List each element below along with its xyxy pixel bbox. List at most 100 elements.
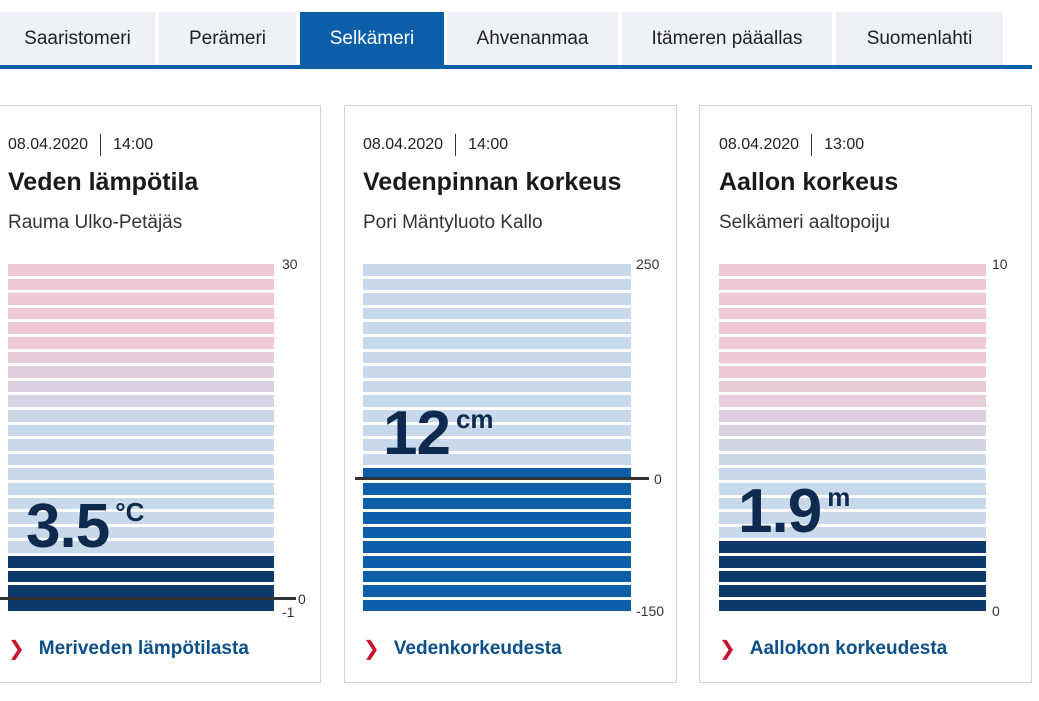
gauge-stripe xyxy=(363,599,631,612)
temperature-gauge xyxy=(8,264,274,614)
chevron-right-icon: ❯ xyxy=(719,638,736,660)
gauge-stripe xyxy=(363,337,631,349)
gauge-stripe xyxy=(8,337,274,349)
gauge-stripe xyxy=(719,599,986,612)
gauge-stripe xyxy=(363,497,631,510)
zero-line xyxy=(0,597,296,600)
scale-zero-label: 0 xyxy=(654,471,662,487)
gauge-stripe xyxy=(719,395,986,407)
value-unit: cm xyxy=(455,404,494,434)
date: 08.04.2020 xyxy=(363,136,444,153)
gauge-stripe xyxy=(363,512,631,524)
time: 13:00 xyxy=(824,136,865,153)
measurement-value: 1.9 m xyxy=(738,476,850,547)
gauge-stripe xyxy=(719,585,986,597)
gauge-stripe xyxy=(363,526,631,539)
gauge-stripe xyxy=(363,585,631,597)
card-wave-height: 08.04.2020 13:00 Aallon korkeus Selkämer… xyxy=(699,105,1032,683)
gauge-stripe xyxy=(363,439,631,451)
gauge-stripe xyxy=(8,293,274,305)
gauge-stripe xyxy=(719,439,986,451)
gauge-stripe xyxy=(719,307,986,320)
gauge-stripe xyxy=(363,483,631,495)
separator xyxy=(811,134,813,156)
date: 08.04.2020 xyxy=(8,136,89,153)
gauge-stripe xyxy=(719,556,986,568)
gauge-stripe xyxy=(8,570,274,583)
separator xyxy=(100,134,102,156)
value-unit: °C xyxy=(115,497,145,527)
gauge-stripe xyxy=(8,468,274,480)
gauge-stripe xyxy=(719,468,986,480)
measurement-value: 3.5 °C xyxy=(26,491,144,562)
gauge-stripe xyxy=(363,351,631,364)
link-wave-height-info[interactable]: ❯ Aallokon korkeudesta xyxy=(719,636,947,661)
gauge-stripe xyxy=(719,424,986,437)
gauge-stripe xyxy=(719,278,986,291)
gauge-stripe xyxy=(8,351,274,364)
time: 14:00 xyxy=(113,136,154,153)
time: 14:00 xyxy=(468,136,509,153)
gauge-stripe xyxy=(363,380,631,393)
gauge-stripe xyxy=(8,483,274,495)
scale-zero-label: 0 xyxy=(298,591,306,607)
link-label: Aallokon korkeudesta xyxy=(749,637,948,659)
card-title: Vedenpinnan korkeus xyxy=(363,168,622,196)
link-water-level-info[interactable]: ❯ Vedenkorkeudesta xyxy=(363,636,562,661)
gauge-stripe xyxy=(719,453,986,466)
date: 08.04.2020 xyxy=(719,136,800,153)
gauge-stripe xyxy=(8,380,274,393)
gauge-stripe xyxy=(719,264,986,276)
gauge-stripe xyxy=(719,570,986,583)
region-tabs: Saaristomeri Perämeri Selkämeri Ahvenanm… xyxy=(0,12,1032,69)
gauge-stripe xyxy=(363,366,631,378)
card-meta: 08.04.2020 14:00 xyxy=(8,134,153,156)
scale-min-label: -150 xyxy=(636,603,665,619)
gauge-stripe xyxy=(8,395,274,407)
gauge-stripe xyxy=(363,556,631,568)
gauge-stripe xyxy=(8,322,274,334)
link-label: Meriveden lämpötilasta xyxy=(38,637,249,659)
gauge-stripe xyxy=(8,278,274,291)
tab-underline xyxy=(0,65,1032,69)
tab-itameren-paaallas[interactable]: Itämeren pääallas xyxy=(622,12,832,65)
link-label: Vedenkorkeudesta xyxy=(393,637,562,659)
gauge-stripe xyxy=(8,497,274,510)
gauge-stripe xyxy=(8,424,274,437)
tab-selkameri[interactable]: Selkämeri xyxy=(300,12,444,65)
gauge-stripe xyxy=(719,380,986,393)
gauge-stripe xyxy=(719,351,986,364)
tab-peramer[interactable]: Perämeri xyxy=(159,12,296,65)
tab-suomenlahti[interactable]: Suomenlahti xyxy=(836,12,1003,65)
gauge-stripe xyxy=(8,556,274,568)
gauge-stripe xyxy=(363,468,631,480)
gauge-stripe xyxy=(719,526,986,539)
zero-line xyxy=(355,477,649,480)
tab-saaristomeri[interactable]: Saaristomeri xyxy=(0,12,155,65)
card-water-level: 08.04.2020 14:00 Vedenpinnan korkeus Por… xyxy=(344,105,677,683)
card-water-temperature: 08.04.2020 14:00 Veden lämpötila Rauma U… xyxy=(0,105,321,683)
card-meta: 08.04.2020 13:00 xyxy=(719,134,864,156)
gauge-stripe xyxy=(8,439,274,451)
scale-min-label: 0 xyxy=(992,603,1000,619)
station-name: Rauma Ulko-Petäjäs xyxy=(8,212,183,233)
scale-max-label: 250 xyxy=(636,256,660,272)
scale-max-label: 30 xyxy=(282,256,298,272)
gauge-stripe xyxy=(719,366,986,378)
card-title: Aallon korkeus xyxy=(719,168,899,196)
gauge-stripe xyxy=(8,599,274,612)
gauge-stripe xyxy=(8,453,274,466)
gauge-stripe xyxy=(719,410,986,422)
water-level-gauge xyxy=(363,264,631,614)
gauge-stripe xyxy=(8,366,274,378)
gauge-stripe xyxy=(8,526,274,539)
gauge-stripe xyxy=(363,570,631,583)
gauge-stripe xyxy=(363,410,631,422)
separator xyxy=(455,134,457,156)
scale-max-label: 10 xyxy=(992,256,1008,272)
gauge-stripe xyxy=(363,424,631,437)
station-name: Pori Mäntyluoto Kallo xyxy=(363,212,543,233)
link-water-temperature-info[interactable]: ❯ Meriveden lämpötilasta xyxy=(8,636,249,661)
tab-ahvenanmaa[interactable]: Ahvenanmaa xyxy=(447,12,618,65)
card-title: Veden lämpötila xyxy=(8,168,199,196)
